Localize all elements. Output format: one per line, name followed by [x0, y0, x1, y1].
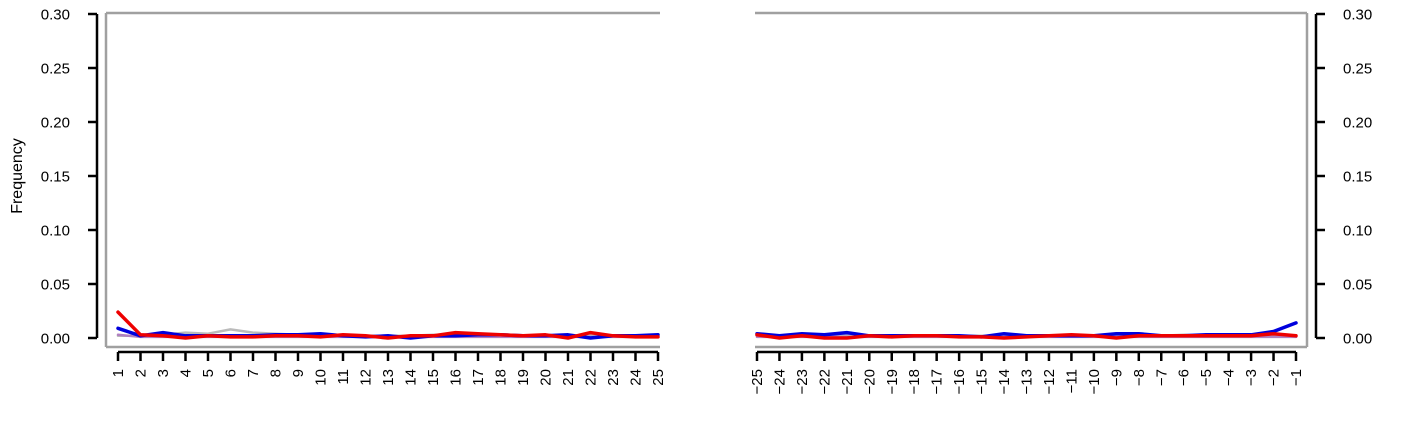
- x-axis: −25 −24 −23 −22 −21 −20 −19 −18 −17 −16 −15 −14 −13−…: [749, 350, 1305, 394]
- x-tick-label: 21: [560, 369, 577, 386]
- x-tick-label: 20: [538, 369, 555, 386]
- x-tick-label: −24: [771, 369, 788, 394]
- x-tick-label: 2: [133, 369, 150, 377]
- y-axis: 0.00 0.05 0.10 0.15 0.20 0.25 0.30: [41, 7, 99, 348]
- y-tick-label: 0.20: [1343, 115, 1372, 132]
- x-tick-label: −7: [1153, 369, 1170, 386]
- y-axis-label: Frequency: [9, 138, 26, 214]
- x-tick-label: −5: [1198, 369, 1215, 386]
- y-tick-label: 0.15: [41, 169, 70, 186]
- x-tick-label: −20: [861, 369, 878, 394]
- x-tick-label: 18: [493, 369, 510, 386]
- x-tick-label: −1: [1288, 369, 1305, 386]
- x-tick-label: −4: [1221, 369, 1238, 386]
- x-tick-label: −11: [1063, 369, 1080, 393]
- y-tick-label: 0.30: [1343, 7, 1372, 24]
- y-tick-label: 0.25: [41, 61, 70, 78]
- y-tick-label: 0.25: [1343, 61, 1372, 78]
- x-tick-label: −17: [929, 369, 946, 394]
- x-tick-label: 4: [178, 369, 195, 377]
- x-tick-label: 14: [403, 369, 420, 386]
- x-tick-label: −10: [1086, 369, 1103, 394]
- x-tick-label: −22: [816, 369, 833, 394]
- x-tick-label: −8: [1131, 369, 1148, 386]
- x-tick-label: −9: [1108, 369, 1125, 386]
- x-tick-label: −14: [996, 369, 1013, 394]
- x-tick-label: −21: [839, 369, 856, 394]
- series-group: [116, 310, 660, 340]
- x-tick-label: 22: [583, 369, 600, 386]
- x-tick-label: 10: [313, 369, 330, 386]
- y-tick-label: 0.05: [41, 277, 70, 294]
- y-tick-label: 0.20: [41, 115, 70, 132]
- y-tick-label: 0.05: [1343, 277, 1372, 294]
- x-tick-label: 19: [515, 369, 532, 386]
- x-tick-label: 9: [290, 369, 307, 377]
- x-tick-label: 8: [268, 369, 285, 377]
- x-tick-label: 24: [628, 369, 645, 386]
- x-tick-label: 13: [380, 369, 397, 386]
- y-tick-label: 0.00: [1343, 331, 1372, 348]
- series-group: [755, 321, 1298, 340]
- x-tick-label: 3: [155, 369, 172, 377]
- y-tick-label: 0.15: [1343, 169, 1372, 186]
- x-tick-label: −18: [906, 369, 923, 394]
- x-tick-label: 25: [650, 369, 667, 386]
- series-line-red: [116, 310, 660, 340]
- x-tick-label: 6: [223, 369, 240, 377]
- x-tick-label: 17: [470, 369, 487, 386]
- y-tick-label: 0.30: [41, 7, 70, 24]
- series-line-red: [755, 331, 1298, 340]
- x-tick-label: −6: [1176, 369, 1193, 386]
- y-tick-label: 0.00: [41, 331, 70, 348]
- y-tick-label: 0.10: [41, 223, 70, 240]
- x-tick-label: 23: [605, 369, 622, 386]
- x-tick-label: −16: [951, 369, 968, 394]
- x-axis: 1 2 3 4 5 6 7 8 9 10 11 12 13 14 15 16 17 18 19 20 21 22 23 24 2…: [110, 350, 667, 386]
- x-tick-label: −13: [1019, 369, 1036, 394]
- left-panel: Frequency 0.000.050.100.150.200.250.301 2…: [9, 7, 667, 386]
- x-tick-label: −23: [794, 369, 811, 394]
- x-tick-label: 15: [425, 369, 442, 386]
- x-tick-label: −15: [974, 369, 991, 394]
- x-tick-label: 11: [335, 369, 352, 385]
- y-tick-label: 0.10: [1343, 223, 1372, 240]
- right-panel: 0.00 0.05 0.10 0.15 0.20 0.25 0.30 −25 −24 −23 −22…: [749, 7, 1372, 395]
- x-tick-label: −19: [884, 369, 901, 394]
- x-tick-label: 16: [448, 369, 465, 386]
- x-tick-label: 5: [200, 369, 217, 377]
- x-tick-label: −2: [1266, 369, 1283, 386]
- x-tick-label: −25: [749, 369, 766, 394]
- x-tick-label: 12: [358, 369, 375, 386]
- x-tick-label: −3: [1243, 369, 1260, 386]
- x-tick-label: −12: [1041, 369, 1058, 394]
- x-tick-label: 7: [245, 369, 262, 377]
- x-tick-label: 1: [110, 369, 127, 377]
- y-axis: 0.00 0.05 0.10 0.15 0.20 0.25 0.30: [1314, 7, 1372, 348]
